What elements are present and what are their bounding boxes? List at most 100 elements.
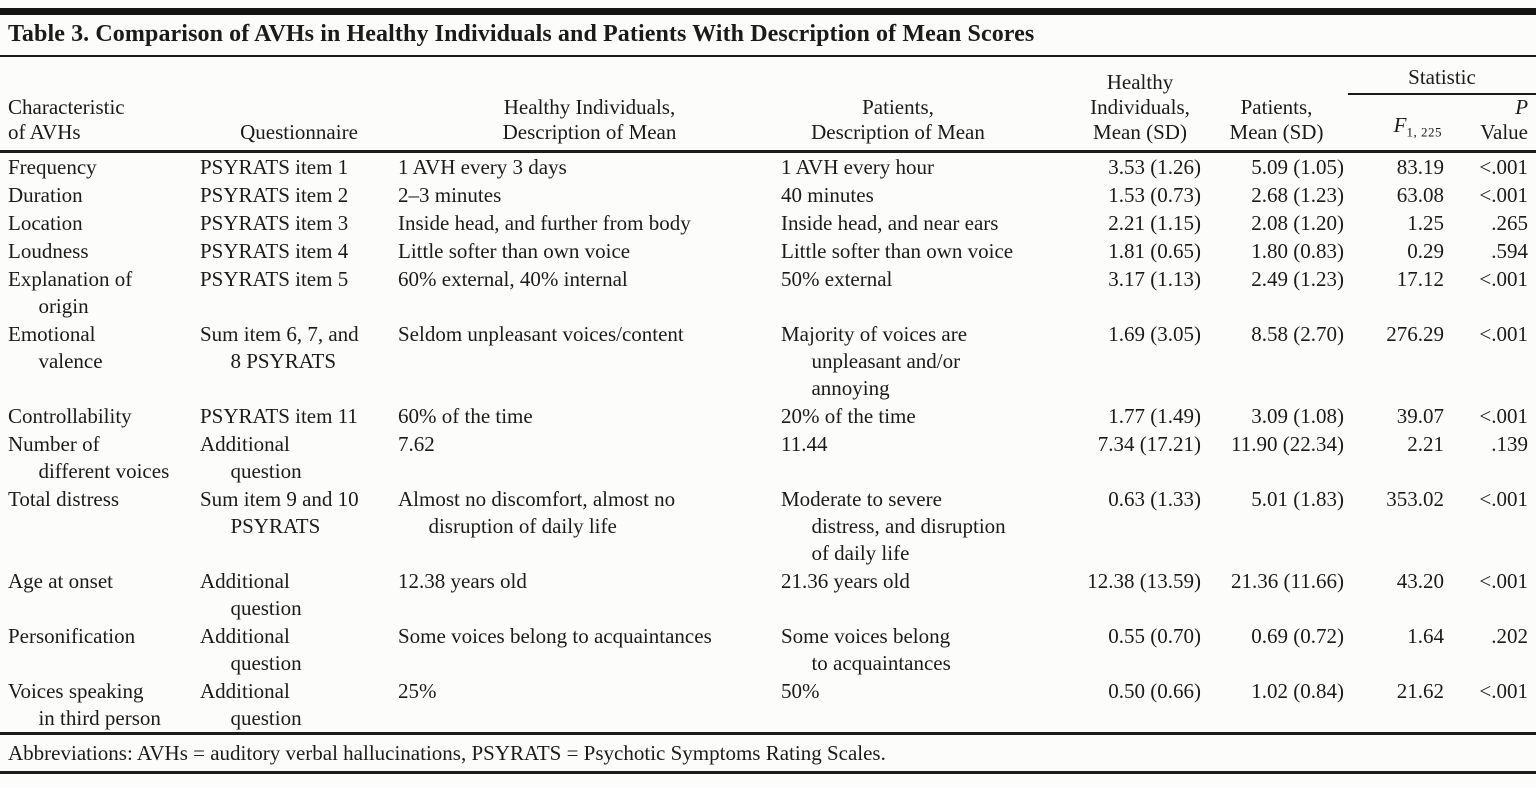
cell-p: .594 xyxy=(1491,239,1529,263)
title-divider-rule xyxy=(0,55,1536,57)
table-title: Table 3. Comparison of AVHs in Healthy I… xyxy=(8,21,1035,47)
cell-p: <.001 xyxy=(1479,569,1529,593)
f-symbol: F xyxy=(1393,113,1407,138)
cell-patients-mean: 2.49 (1.23) xyxy=(1251,267,1344,291)
cell-healthy-desc: 1 AVH every 3 days xyxy=(398,155,567,179)
cell-characteristic: Loudness xyxy=(8,239,89,263)
cell-patients-mean: 1.80 (0.83) xyxy=(1251,239,1344,263)
abbreviations-footnote: Abbreviations: AVHs = auditory verbal ha… xyxy=(0,735,1536,774)
cell-patients-desc: Majority of voices are unpleasant and/or… xyxy=(781,322,968,400)
comparison-table: Characteristic of AVHs Questionnaire Hea… xyxy=(0,57,1536,735)
cell-patients-desc: Some voices belong to acquaintances xyxy=(781,624,951,675)
table-row: Duration PSYRATS item 2 2–3 minutes 40 minu… xyxy=(0,181,1536,209)
cell-healthy-mean: 12.38 (13.59) xyxy=(1087,569,1201,593)
cell-characteristic: Explanation of origin xyxy=(8,267,133,318)
cell-patients-desc: 50% external xyxy=(781,267,893,291)
table-row: Personification Additional question Some v… xyxy=(0,622,1536,677)
table-row: Number of different voices Additional que… xyxy=(0,430,1536,485)
cell-p: <.001 xyxy=(1479,487,1529,511)
cell-healthy-mean: 3.17 (1.13) xyxy=(1108,267,1201,291)
cell-characteristic: Age at onset xyxy=(8,569,113,593)
cell-f: 43.20 xyxy=(1396,569,1444,593)
cell-healthy-desc: 12.38 years old xyxy=(398,569,527,593)
cell-questionnaire: Additional question xyxy=(200,679,302,730)
cell-healthy-mean: 0.63 (1.33) xyxy=(1108,487,1201,511)
cell-p: .265 xyxy=(1491,211,1529,235)
cell-characteristic: Controllability xyxy=(8,404,132,428)
cell-questionnaire: Additional question xyxy=(200,432,302,483)
cell-characteristic: Frequency xyxy=(8,155,97,179)
cell-patients-desc: Little softer than own voice xyxy=(781,239,1014,263)
cell-f: 63.08 xyxy=(1396,183,1444,207)
cell-questionnaire: PSYRATS item 3 xyxy=(200,211,349,235)
cell-f: 83.19 xyxy=(1396,155,1444,179)
cell-patients-desc: 50% xyxy=(781,679,820,703)
cell-patients-mean: 3.09 (1.08) xyxy=(1251,404,1344,428)
cell-patients-mean: 2.08 (1.20) xyxy=(1251,211,1344,235)
cell-patients-mean: 5.09 (1.05) xyxy=(1251,155,1344,179)
cell-p: <.001 xyxy=(1479,267,1529,291)
cell-f: 1.25 xyxy=(1407,211,1444,235)
p-value-word: Value xyxy=(1480,120,1529,144)
cell-patients-desc: 1 AVH every hour xyxy=(781,155,935,179)
cell-f: 276.29 xyxy=(1386,322,1444,346)
cell-patients-desc: 11.44 xyxy=(781,432,828,456)
cell-f: 39.07 xyxy=(1396,404,1444,428)
cell-questionnaire: Sum item 9 and 10 PSYRATS xyxy=(200,487,359,538)
table-row: Voices speaking in third person Additiona… xyxy=(0,677,1536,734)
table-row: Total distress Sum item 9 and 10 PSYRATS A… xyxy=(0,485,1536,567)
cell-p: .139 xyxy=(1491,432,1529,456)
table-body: Frequency PSYRATS item 1 1 AVH every 3 day… xyxy=(0,152,1536,734)
cell-characteristic: Voices speaking in third person xyxy=(8,679,161,730)
cell-patients-mean: 11.90 (22.34) xyxy=(1231,432,1344,456)
cell-healthy-mean: 1.77 (1.49) xyxy=(1108,404,1201,428)
cell-questionnaire: Additional question xyxy=(200,624,302,675)
cell-f: 17.12 xyxy=(1396,267,1444,291)
cell-healthy-desc: Seldom unpleasant voices/content xyxy=(398,322,684,346)
cell-healthy-desc: Little softer than own voice xyxy=(398,239,631,263)
cell-characteristic: Personification xyxy=(8,624,136,648)
cell-f: 2.21 xyxy=(1407,432,1444,456)
cell-healthy-desc: Inside head, and further from body xyxy=(398,211,691,235)
table-row: Frequency PSYRATS item 1 1 AVH every 3 day… xyxy=(0,152,1536,182)
f-subscript: 1, 225 xyxy=(1406,125,1442,140)
table-row: Age at onset Additional question 12.38 yea… xyxy=(0,567,1536,622)
cell-healthy-desc: 60% of the time xyxy=(398,404,533,428)
cell-characteristic: Total distress xyxy=(8,487,120,511)
table-row: Location PSYRATS item 3 Inside head, and f… xyxy=(0,209,1536,237)
cell-patients-mean: 21.36 (11.66) xyxy=(1231,569,1344,593)
cell-questionnaire: PSYRATS item 1 xyxy=(200,155,349,179)
cell-patients-mean: 8.58 (2.70) xyxy=(1251,322,1344,346)
table-header: Characteristic of AVHs Questionnaire Hea… xyxy=(0,57,1536,152)
table-row: Loudness PSYRATS item 4 Little softer than… xyxy=(0,237,1536,265)
cell-p: .202 xyxy=(1491,624,1529,648)
cell-questionnaire: Additional question xyxy=(200,569,302,620)
cell-questionnaire: PSYRATS item 11 xyxy=(200,404,358,428)
cell-f: 0.29 xyxy=(1407,239,1444,263)
header-questionnaire: Questionnaire xyxy=(240,120,358,144)
cell-healthy-mean: 3.53 (1.26) xyxy=(1108,155,1201,179)
table-row: Controllability PSYRATS item 11 60% of the… xyxy=(0,402,1536,430)
cell-healthy-mean: 0.50 (0.66) xyxy=(1108,679,1201,703)
cell-healthy-desc: 60% external, 40% internal xyxy=(398,267,628,291)
cell-healthy-desc: 7.62 xyxy=(398,432,435,456)
cell-healthy-desc: 2–3 minutes xyxy=(398,183,502,207)
header-statistic-spanner: Statistic xyxy=(1348,57,1536,95)
table-row: Emotional valence Sum item 6, 7, and 8 PS… xyxy=(0,320,1536,402)
cell-patients-desc: Moderate to severe distress, and disrupt… xyxy=(781,487,1006,565)
cell-healthy-mean: 1.81 (0.65) xyxy=(1108,239,1201,263)
cell-questionnaire: Sum item 6, 7, and 8 PSYRATS xyxy=(200,322,359,373)
cell-characteristic: Location xyxy=(8,211,83,235)
cell-f: 1.64 xyxy=(1407,624,1444,648)
header-healthy-description: Healthy Individuals, Description of Mean xyxy=(502,95,677,144)
cell-questionnaire: PSYRATS item 5 xyxy=(200,267,349,291)
cell-patients-desc: 20% of the time xyxy=(781,404,916,428)
cell-healthy-desc: Some voices belong to acquaintances xyxy=(398,624,712,648)
cell-characteristic: Number of different voices xyxy=(8,432,170,483)
cell-questionnaire: PSYRATS item 4 xyxy=(200,239,349,263)
header-p-value: P Value xyxy=(1448,94,1536,152)
cell-characteristic: Duration xyxy=(8,183,83,207)
cell-patients-desc: 40 minutes xyxy=(781,183,874,207)
cell-patients-mean: 2.68 (1.23) xyxy=(1251,183,1344,207)
